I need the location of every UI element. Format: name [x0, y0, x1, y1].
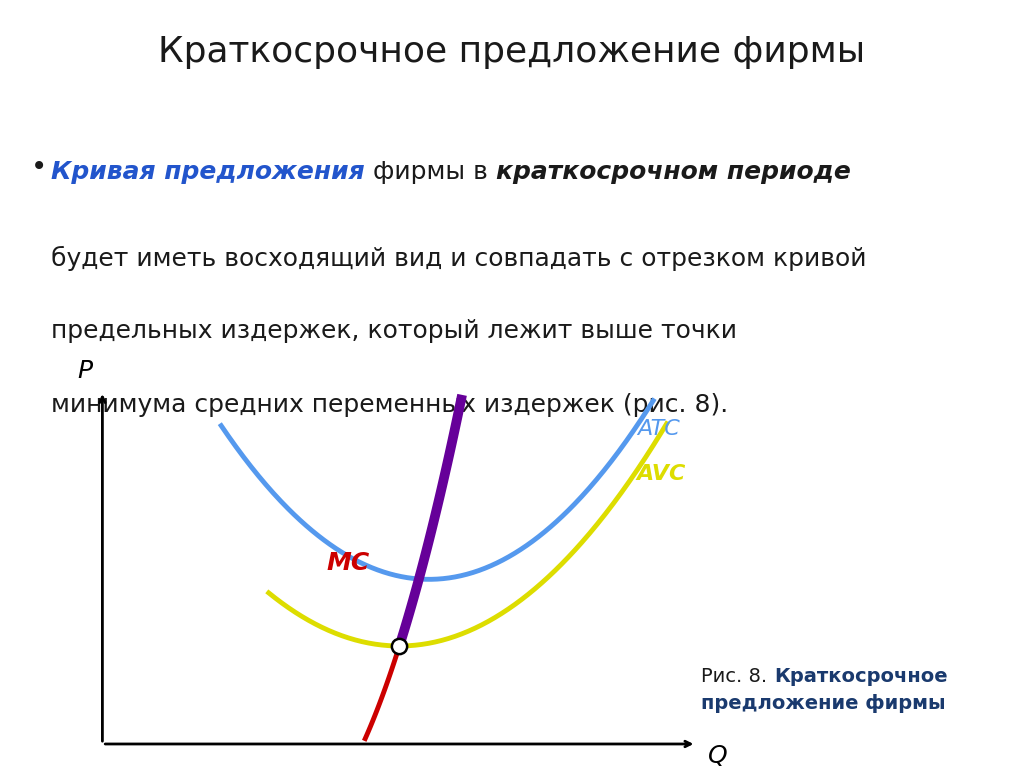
Text: минимума средних переменных издержек (рис. 8).: минимума средних переменных издержек (ри…: [51, 393, 728, 416]
Text: краткосрочном периоде: краткосрочном периоде: [496, 160, 851, 183]
Text: фирмы в: фирмы в: [365, 160, 496, 183]
Text: предложение фирмы: предложение фирмы: [701, 694, 946, 713]
Text: P: P: [77, 359, 92, 384]
Text: Q: Q: [709, 744, 728, 767]
Text: ATC: ATC: [637, 419, 680, 439]
Text: будет иметь восходящий вид и совпадать с отрезком кривой: будет иметь восходящий вид и совпадать с…: [51, 245, 866, 271]
Text: AVC: AVC: [637, 463, 686, 483]
Text: Рис. 8.: Рис. 8.: [701, 667, 774, 686]
Text: предельных издержек, который лежит выше точки: предельных издержек, который лежит выше …: [51, 319, 737, 343]
Text: MC: MC: [327, 551, 370, 575]
Text: Кривая предложения: Кривая предложения: [51, 160, 365, 183]
Text: •: •: [31, 153, 47, 182]
Text: Краткосрочное предложение фирмы: Краткосрочное предложение фирмы: [159, 35, 865, 68]
Text: Краткосрочное: Краткосрочное: [774, 667, 947, 686]
